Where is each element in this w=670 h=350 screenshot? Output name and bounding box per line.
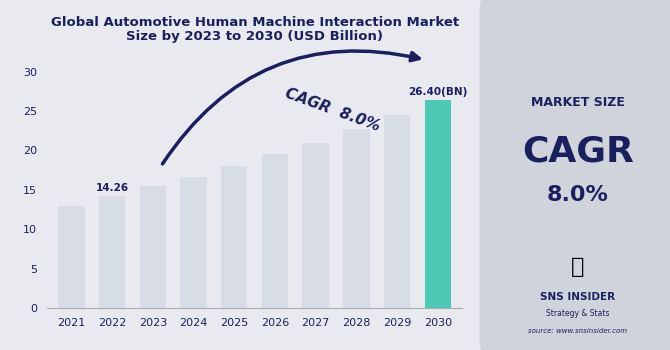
Bar	[262, 154, 288, 308]
Bar	[384, 115, 410, 308]
Text: Strategy & Stats: Strategy & Stats	[546, 309, 610, 318]
Text: 26.40(BN): 26.40(BN)	[408, 87, 468, 97]
Text: CAGR: CAGR	[522, 135, 634, 169]
Text: CAGR  8.0%: CAGR 8.0%	[283, 85, 382, 134]
Text: Global Automotive Human Machine Interaction Market: Global Automotive Human Machine Interact…	[50, 16, 459, 29]
Bar	[425, 100, 451, 308]
Bar	[58, 206, 84, 308]
Text: 14.26: 14.26	[96, 183, 129, 193]
Bar	[221, 166, 247, 308]
Text: Size by 2023 to 2030 (USD Billion): Size by 2023 to 2030 (USD Billion)	[126, 30, 383, 43]
Text: source: www.snsinsider.com: source: www.snsinsider.com	[529, 328, 627, 334]
FancyBboxPatch shape	[480, 0, 670, 350]
Bar	[99, 196, 125, 308]
Text: MARKET SIZE: MARKET SIZE	[531, 96, 625, 109]
Bar	[139, 186, 166, 308]
Text: 8.0%: 8.0%	[547, 185, 609, 205]
Text: SNS INSIDER: SNS INSIDER	[540, 292, 616, 302]
Bar	[180, 177, 207, 308]
Bar	[343, 129, 370, 308]
Text: 🏗: 🏗	[572, 257, 584, 277]
Bar	[302, 143, 329, 308]
